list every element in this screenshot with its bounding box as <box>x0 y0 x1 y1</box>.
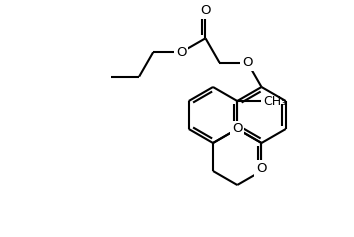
Text: CH₃: CH₃ <box>263 95 286 108</box>
Text: O: O <box>256 162 267 175</box>
Text: O: O <box>176 46 187 59</box>
Text: O: O <box>232 123 242 136</box>
Text: O: O <box>200 4 211 17</box>
Text: O: O <box>242 56 253 69</box>
